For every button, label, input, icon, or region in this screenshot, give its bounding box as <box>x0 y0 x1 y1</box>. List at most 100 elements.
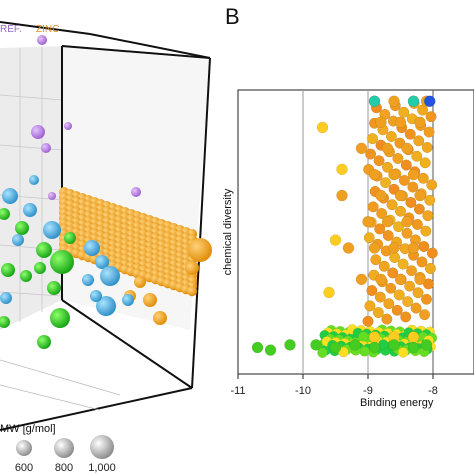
scatter-point-s2-9 <box>420 339 433 351</box>
ref-sphere <box>37 35 47 45</box>
scatter-point-s2-8 <box>407 341 420 354</box>
panel-b: B -11 -10 -9 -8 chemical diversity Binding … <box>222 4 474 409</box>
green-sphere <box>36 242 52 258</box>
blue-sphere <box>122 294 134 306</box>
blue-sphere <box>100 266 120 286</box>
scatter-fill-point <box>400 159 412 171</box>
green-sphere <box>0 316 10 328</box>
mw-size-label-600: 600 <box>15 462 33 474</box>
scatter-fill-point <box>358 331 369 342</box>
blue-sphere <box>2 188 18 204</box>
scatter-fill-point <box>416 256 428 268</box>
green-sphere <box>37 335 51 349</box>
scatter-fill-point <box>424 263 436 274</box>
blue-sphere <box>29 175 39 185</box>
scatter-fill-point <box>426 247 438 259</box>
scatter-point-s0-23 <box>407 242 420 254</box>
scatter-fill-point <box>397 258 409 270</box>
scatter-point-s0-12 <box>407 168 420 181</box>
scatter-fill-point <box>420 225 432 237</box>
floor-grid <box>0 359 121 411</box>
scatter-point-s0-4 <box>375 116 387 128</box>
scatter-points <box>251 95 438 359</box>
scatter-point-s2-6 <box>368 341 381 354</box>
mw-size-label-1000: 1,000 <box>88 462 116 474</box>
scatter-fill-point <box>376 208 388 219</box>
scatter-fill-point <box>370 254 382 266</box>
green-sphere <box>20 270 32 282</box>
blue-sphere <box>12 234 24 246</box>
blue-sphere <box>84 240 100 256</box>
scatter-fill-point <box>426 179 438 191</box>
x-tick-label: -11 <box>230 385 245 397</box>
scatter-fill-point <box>410 302 422 314</box>
scatter-fill-point <box>392 153 404 164</box>
scatter-point-s0-27 <box>414 273 426 286</box>
scatter-fill-point <box>378 260 390 272</box>
scatter-point-s2-5 <box>349 339 361 351</box>
scatter-fill-point <box>424 194 436 206</box>
scatter-fill-point <box>372 307 384 318</box>
scatter-fill-point <box>389 252 401 263</box>
scatter-fill-point <box>382 230 394 241</box>
scatter-point-s1-2 <box>329 234 342 246</box>
ref-sphere <box>41 143 51 153</box>
scatter-point-s0-10 <box>368 168 381 181</box>
x-axis-label: Binding energy <box>360 397 434 409</box>
scatter-fill-point <box>383 298 395 310</box>
blue-sphere <box>82 274 94 286</box>
scatter-point-s1-1 <box>336 163 348 176</box>
legend-ref: REF. <box>0 24 22 35</box>
scatter-point-s0-22 <box>388 242 400 254</box>
scatter-point-s0-9 <box>401 142 413 155</box>
scatter-point-s0-7 <box>355 142 368 155</box>
scatter-fill-point <box>402 296 414 307</box>
back-wall <box>0 46 62 330</box>
scatter-fill-point <box>385 131 397 142</box>
blue-sphere <box>0 292 12 304</box>
ref-sphere <box>131 187 141 197</box>
scatter-fill-point <box>395 205 406 217</box>
green-sphere <box>0 208 10 220</box>
mw-size-label-800: 800 <box>55 462 73 474</box>
scatter-point-s0-20 <box>342 242 355 254</box>
mw-size-600 <box>16 440 32 456</box>
x-tick-label: -8 <box>428 385 438 397</box>
scatter-point-s0-15 <box>394 189 407 202</box>
scatter-fill-point <box>363 232 375 244</box>
scatter-fill-point <box>367 201 379 213</box>
zinc-sphere <box>188 238 212 262</box>
scatter-point-s3-0 <box>368 95 381 107</box>
scatter-point-s2-2 <box>284 339 296 351</box>
scatter-fill-point <box>393 289 405 301</box>
panel-label-b: B <box>225 4 240 29</box>
green-sphere <box>47 281 61 295</box>
scatter-fill-point <box>411 150 423 162</box>
scatter-point-s0-18 <box>381 216 394 228</box>
ref-sphere <box>31 125 45 139</box>
panel-a: REF. ZINC MW [g/mol] 600 800 1,000 <box>0 21 212 474</box>
ref-sphere <box>48 192 56 200</box>
scatter-point-s0-14 <box>375 189 387 202</box>
scatter-fill-point <box>417 172 429 184</box>
blue-sphere <box>95 255 109 269</box>
zinc-sphere <box>134 276 146 288</box>
scatter-fill-point <box>317 347 328 359</box>
blue-sphere <box>43 221 61 239</box>
plot-frame <box>237 89 474 375</box>
scatter-point-s0-26 <box>394 273 407 286</box>
scatter-fill-point <box>407 181 419 193</box>
x-tick-label: -9 <box>363 385 373 397</box>
scatter-point-s1-0 <box>316 121 329 134</box>
green-sphere <box>15 221 29 235</box>
blue-sphere <box>23 203 37 217</box>
scatter-fill-point <box>425 111 437 123</box>
scatter-fill-point <box>418 241 430 252</box>
scatter-point-s1-4 <box>368 331 381 343</box>
green-sphere <box>34 262 46 274</box>
scatter-fill-point <box>366 285 378 296</box>
scatter-fill-point <box>385 282 397 294</box>
scatter-point-s0-19 <box>401 216 413 228</box>
scatter-point-s3-1 <box>407 95 420 107</box>
